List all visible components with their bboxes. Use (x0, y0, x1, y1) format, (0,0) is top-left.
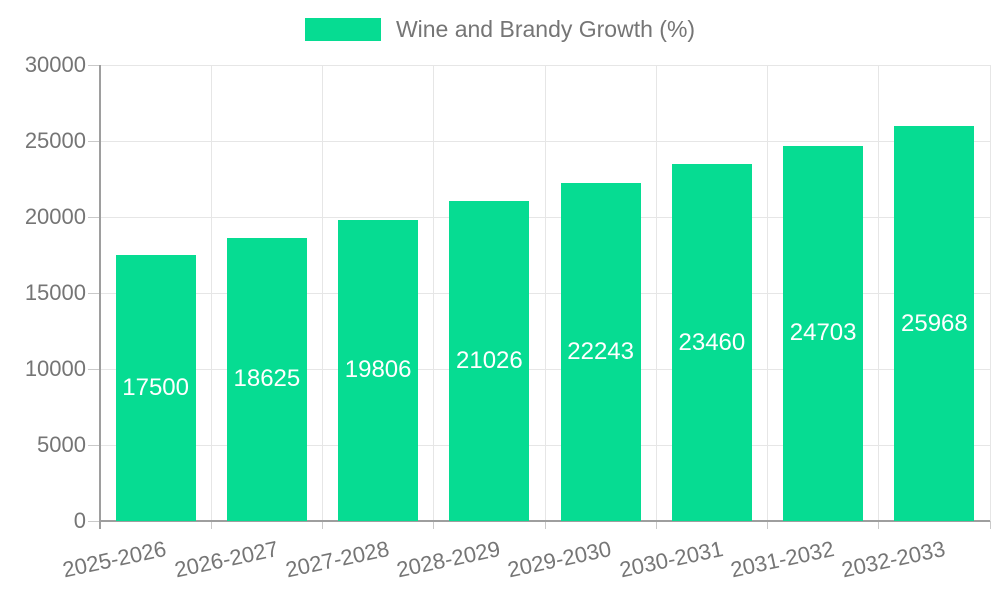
x-axis-tick (210, 521, 212, 529)
x-tick-label: 2032-2033 (839, 536, 948, 583)
bar[interactable]: 25968 (894, 126, 975, 521)
gridline-vertical (878, 65, 880, 521)
y-axis-tick (88, 444, 100, 446)
y-tick-label: 30000 (24, 52, 86, 77)
bar-value-label: 22243 (567, 337, 634, 365)
bar[interactable]: 18625 (226, 237, 307, 521)
y-axis-tick (88, 520, 100, 522)
x-axis-tick (767, 521, 768, 529)
y-axis-tick (88, 368, 100, 370)
bar-value-label: 24703 (789, 319, 857, 347)
y-tick-label: 15000 (24, 280, 86, 305)
gridline-vertical (210, 65, 212, 521)
x-tick-label: 2031-2032 (728, 536, 837, 583)
x-tick-label: 2027-2028 (283, 536, 392, 583)
gridline-vertical (433, 65, 435, 521)
gridline-vertical (322, 65, 323, 521)
x-axis-tick (433, 521, 435, 529)
bar[interactable]: 22243 (560, 182, 641, 521)
x-tick-label: 2030-2031 (616, 536, 726, 583)
gridline-vertical (544, 65, 546, 521)
bar-value-label: 23460 (678, 328, 746, 356)
bar[interactable]: 23460 (671, 164, 752, 521)
bar-value-label: 21026 (456, 347, 523, 375)
bar[interactable]: 17500 (115, 255, 196, 521)
y-axis-tick (88, 292, 100, 294)
bar-value-label: 18625 (233, 365, 301, 393)
legend-swatch-icon (304, 18, 381, 41)
x-axis-tick (322, 521, 323, 529)
y-axis-tick (88, 64, 100, 66)
x-tick-label: 2028-2029 (394, 536, 503, 583)
x-axis-tick (544, 521, 546, 529)
y-tick-label: 5000 (37, 432, 86, 457)
y-tick-label: 20000 (24, 204, 86, 229)
x-axis-tick (878, 521, 880, 529)
x-tick-label: 2029-2030 (505, 536, 614, 583)
x-tick-label: 2025-2026 (60, 536, 169, 583)
bar[interactable]: 24703 (783, 145, 864, 521)
y-axis-tick (88, 140, 100, 142)
gridline-vertical (989, 65, 991, 521)
bar[interactable]: 21026 (449, 201, 530, 521)
legend-label: Wine and Brandy Growth (%) (395, 16, 696, 42)
bar[interactable]: 19806 (338, 219, 419, 521)
bar-value-label: 19806 (344, 356, 412, 384)
x-axis-tick (655, 521, 657, 529)
gridline-vertical (655, 65, 657, 521)
bar-value-label: 25968 (901, 309, 968, 337)
y-tick-label: 0 (73, 508, 86, 533)
x-axis-tick (989, 521, 991, 529)
y-tick-label: 10000 (24, 356, 86, 381)
y-tick-label: 25000 (24, 128, 86, 153)
x-axis-line (100, 520, 990, 522)
x-tick-label: 2026-2027 (171, 536, 281, 583)
bar-value-label: 17500 (122, 374, 189, 401)
y-axis-tick (88, 216, 100, 218)
gridline-vertical (767, 65, 768, 521)
y-axis-line (99, 65, 101, 529)
legend-item[interactable]: Wine and Brandy Growth (%) (0, 16, 1000, 43)
